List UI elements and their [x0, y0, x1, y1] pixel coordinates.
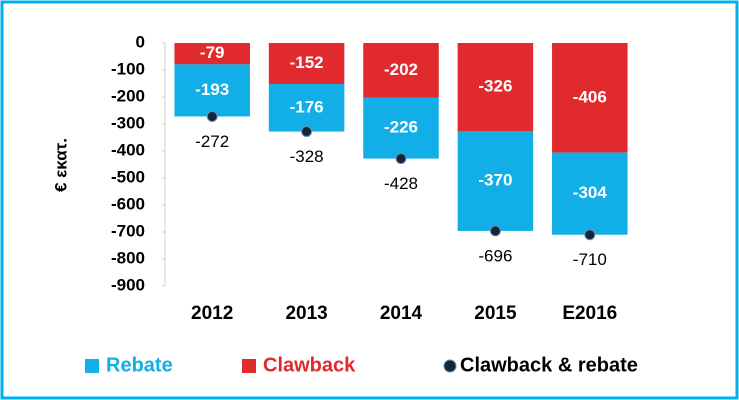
- data-label: -152: [290, 53, 324, 72]
- total-label: -696: [478, 246, 512, 265]
- y-tick-label: -300: [111, 113, 145, 132]
- x-tick-label: 2014: [380, 303, 423, 324]
- data-label: -79: [200, 43, 225, 62]
- data-label: -370: [478, 170, 512, 189]
- y-tick-label: -600: [111, 194, 145, 213]
- legend-marker: [85, 359, 99, 373]
- bar-segment: [363, 43, 439, 98]
- y-tick-label: 0: [136, 32, 145, 51]
- data-label: -226: [384, 118, 418, 137]
- data-label: -202: [384, 60, 418, 79]
- x-tick-label: 2015: [474, 303, 517, 324]
- y-tick-label: -200: [111, 86, 145, 105]
- bar-segment: [268, 84, 345, 132]
- legend-label: Clawback & rebate: [460, 354, 638, 376]
- total-dot: [301, 126, 313, 138]
- data-label: -406: [573, 87, 607, 106]
- y-tick-label: -700: [111, 221, 145, 240]
- data-label: -326: [478, 76, 512, 95]
- y-tick-label: -900: [111, 275, 145, 294]
- total-dot: [584, 229, 596, 241]
- total-label: -710: [573, 250, 607, 269]
- x-tick-label: 2012: [191, 303, 233, 324]
- y-axis-title: € εκατ.: [51, 138, 70, 192]
- total-label: -328: [290, 147, 324, 166]
- y-tick-label: -800: [111, 248, 145, 267]
- bar-segment: [174, 43, 250, 65]
- bar-segment: [552, 43, 628, 153]
- legend-marker: [242, 359, 256, 373]
- total-label: -272: [195, 132, 229, 151]
- y-tick-label: -400: [111, 140, 145, 159]
- bar-segment: [552, 152, 628, 235]
- y-tick-label: -100: [111, 59, 145, 78]
- bar-segment: [268, 43, 345, 85]
- bar-segment: [457, 131, 534, 231]
- data-label: -304: [573, 183, 608, 202]
- total-dot: [395, 153, 407, 165]
- x-tick-label: E2016: [562, 303, 617, 324]
- bar-segment: [174, 64, 250, 117]
- total-dot: [489, 225, 501, 237]
- y-tick-label: -500: [111, 167, 145, 186]
- legend-label: Rebate: [106, 354, 173, 376]
- data-label: -193: [195, 80, 229, 99]
- bar-segment: [363, 97, 439, 159]
- data-label: -176: [290, 97, 324, 116]
- total-label: -428: [384, 174, 418, 193]
- total-dot: [206, 110, 218, 122]
- legend-label: Clawback: [263, 354, 356, 376]
- x-tick-label: 2013: [285, 303, 327, 324]
- legend-marker: [443, 359, 457, 373]
- bar-segment: [457, 43, 534, 132]
